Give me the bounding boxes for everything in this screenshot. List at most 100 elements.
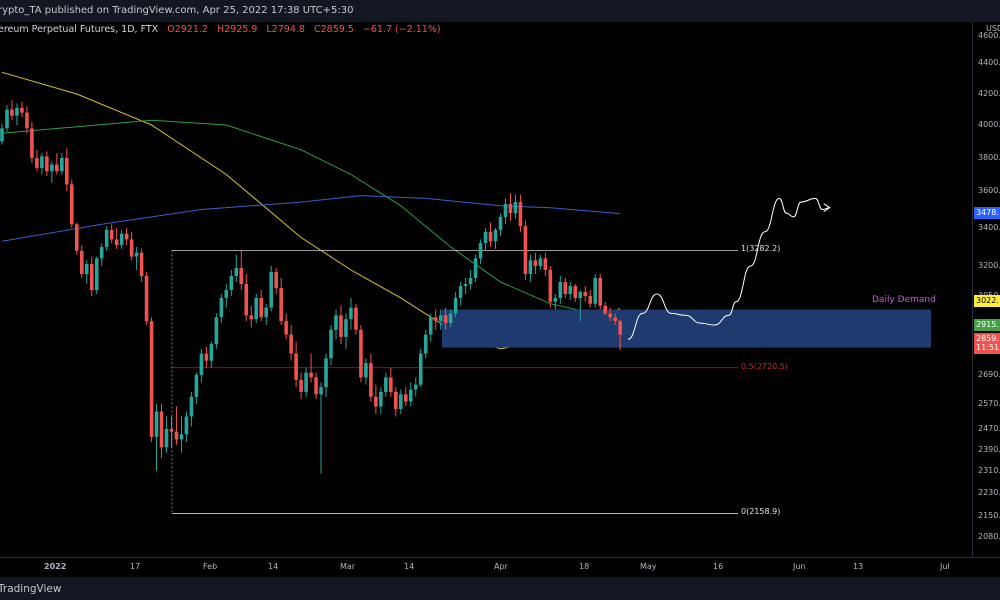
price-tick: 3200.0 bbox=[978, 261, 1000, 270]
price-tick: 2690.0 bbox=[978, 370, 1000, 379]
price-tick: 2390.0 bbox=[978, 445, 1000, 454]
time-tick: 14 bbox=[268, 562, 279, 571]
candle-body bbox=[453, 297, 458, 314]
candle-body bbox=[478, 243, 483, 259]
daily-demand-zone bbox=[442, 309, 931, 348]
candle-body bbox=[433, 317, 438, 322]
candle-body bbox=[40, 156, 44, 168]
candle-body bbox=[69, 184, 74, 225]
time-tick: Apr bbox=[494, 562, 508, 571]
candle-body bbox=[179, 434, 184, 440]
candle-body bbox=[608, 313, 612, 318]
candle-body bbox=[284, 321, 288, 335]
candle-body bbox=[413, 384, 418, 390]
price-tick: 3800.0 bbox=[978, 153, 1000, 162]
open-value: O2921.2 bbox=[167, 24, 208, 35]
candle-body bbox=[5, 109, 9, 129]
candle-body bbox=[184, 416, 189, 435]
candle-body bbox=[458, 286, 463, 298]
candle-body bbox=[214, 317, 219, 345]
fib-level-0-label: 0(2158.9) bbox=[741, 507, 781, 517]
candle-body bbox=[578, 292, 583, 298]
time-tick: 18 bbox=[579, 562, 590, 571]
candle-body bbox=[74, 224, 79, 251]
candle-body bbox=[99, 247, 104, 259]
candle-body bbox=[518, 202, 523, 227]
candle-body bbox=[144, 276, 149, 322]
time-tick: Jul bbox=[940, 562, 950, 571]
candle-body bbox=[583, 292, 588, 296]
candle-body bbox=[389, 377, 393, 392]
candle-body bbox=[553, 297, 558, 302]
candle-body bbox=[234, 268, 239, 276]
candle-body bbox=[239, 268, 244, 284]
candle-body bbox=[189, 396, 194, 417]
candle-body bbox=[254, 297, 259, 320]
candle-body bbox=[289, 334, 293, 354]
candle-body bbox=[224, 290, 229, 298]
candle-body bbox=[593, 278, 598, 304]
candle-body bbox=[20, 107, 24, 113]
candle-body bbox=[149, 321, 154, 437]
time-axis[interactable] bbox=[0, 557, 1000, 578]
candle-body bbox=[349, 307, 353, 320]
tradingview-logo: TradingView bbox=[0, 583, 62, 595]
candle-body bbox=[548, 270, 553, 302]
footer-bar: TradingView bbox=[0, 577, 1000, 600]
candle-body bbox=[60, 158, 64, 172]
candle-body bbox=[10, 109, 14, 116]
candle-body bbox=[438, 315, 443, 322]
currency-label: USD bbox=[986, 24, 1000, 33]
price-tag: 11:51 bbox=[974, 342, 1000, 354]
candle-body bbox=[513, 202, 518, 214]
candle-body bbox=[334, 315, 338, 330]
fib-level-1-label: 1(3282.2) bbox=[741, 244, 781, 254]
symbol-legend: ereum Perpetual Futures, 1D, FTX O2921.2… bbox=[0, 24, 441, 35]
moving-average-layer bbox=[1, 71, 621, 350]
candle-body bbox=[259, 297, 264, 318]
candle-body bbox=[299, 379, 303, 392]
candle-body bbox=[309, 372, 313, 378]
candle-body bbox=[89, 264, 94, 290]
candle-body bbox=[209, 344, 214, 361]
candle-body bbox=[104, 229, 109, 247]
publish-bar: rypto_TA published on TradingView.com, A… bbox=[0, 0, 1000, 22]
candle-body bbox=[418, 353, 423, 385]
fibonacci-layer bbox=[171, 249, 738, 514]
candle-body bbox=[219, 297, 224, 318]
price-axis[interactable] bbox=[972, 22, 1000, 557]
candle-body bbox=[279, 288, 283, 322]
price-tick: 4200.0 bbox=[978, 89, 1000, 98]
candle-body bbox=[154, 411, 159, 437]
ma-mid-line bbox=[1, 119, 621, 323]
low-value: L2794.8 bbox=[266, 24, 305, 35]
candle-body bbox=[384, 377, 388, 392]
candle-body bbox=[164, 429, 169, 448]
candle-body bbox=[498, 216, 503, 230]
daily-demand-label: Daily Demand bbox=[872, 294, 936, 305]
candle-body bbox=[503, 203, 508, 217]
candle-body bbox=[25, 112, 29, 129]
candle-body bbox=[15, 107, 19, 116]
candle-body bbox=[359, 329, 363, 378]
candle-body bbox=[533, 260, 538, 266]
price-tick: 3400.0 bbox=[978, 223, 1000, 232]
time-tick: Jun bbox=[793, 562, 806, 571]
candle-body bbox=[174, 431, 179, 440]
high-value: H2925.9 bbox=[216, 24, 258, 35]
candle-body bbox=[329, 329, 333, 359]
candle-body bbox=[364, 363, 368, 378]
candle-body bbox=[169, 429, 174, 432]
candle-body bbox=[119, 233, 124, 246]
candle-body bbox=[403, 394, 408, 402]
candle-body bbox=[448, 313, 453, 324]
price-tick: 2570.0 bbox=[978, 399, 1000, 408]
candle-body bbox=[65, 158, 69, 185]
candle-body bbox=[84, 264, 89, 274]
candle-body bbox=[314, 377, 318, 395]
candle-body bbox=[558, 282, 563, 298]
candle-body bbox=[129, 239, 134, 257]
candle-body bbox=[493, 229, 498, 242]
candle-body bbox=[194, 375, 199, 397]
